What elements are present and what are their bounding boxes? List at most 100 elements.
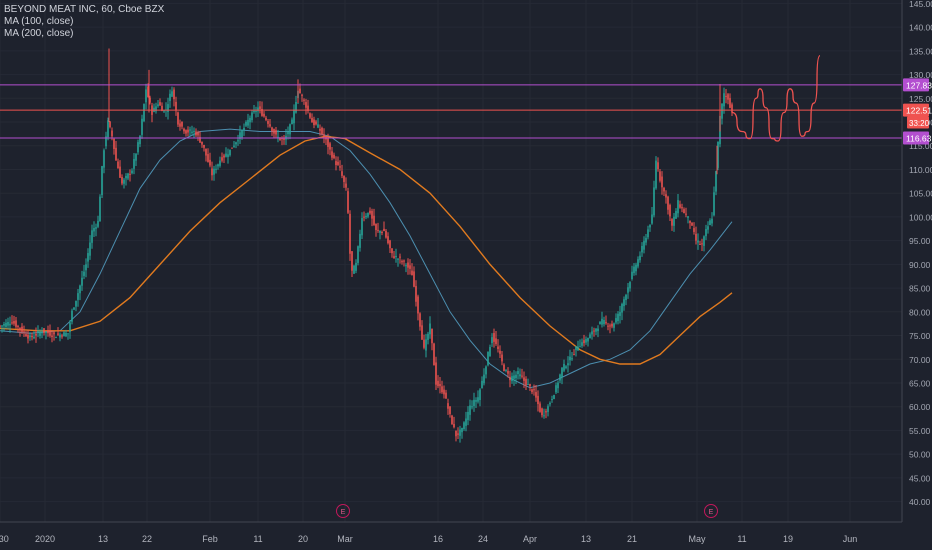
- candle-body: [593, 330, 595, 332]
- candle-body: [527, 384, 529, 386]
- y-tick-label: 115.00: [909, 141, 932, 151]
- candle-body: [241, 130, 243, 138]
- candle-body: [713, 192, 715, 216]
- y-tick-label: 140.00: [909, 23, 932, 33]
- level-label-bg: [903, 103, 929, 117]
- y-tick-label: 110.00: [909, 165, 932, 175]
- candle-body: [519, 374, 521, 377]
- candle-body: [147, 86, 149, 97]
- candle-body: [15, 320, 17, 327]
- candle-body: [495, 338, 497, 344]
- candle-body: [617, 313, 619, 322]
- candle-body: [211, 168, 213, 176]
- candle-body: [215, 168, 217, 170]
- candle-body: [681, 207, 683, 209]
- candle-body: [571, 358, 573, 360]
- candle-body: [203, 144, 205, 148]
- candle-body: [715, 171, 717, 192]
- candle-body: [375, 223, 377, 231]
- candle-body: [27, 334, 29, 339]
- candle-body: [5, 322, 7, 327]
- candle-body: [601, 318, 603, 325]
- y-tick-label: 95.00: [909, 236, 931, 246]
- candle-body: [91, 230, 93, 243]
- candle-body: [573, 354, 575, 356]
- candle-body: [9, 323, 11, 326]
- candle-body: [295, 101, 297, 113]
- candle-body: [389, 240, 391, 249]
- candle-body: [587, 337, 589, 342]
- candle-body: [37, 330, 39, 333]
- candle-body: [77, 293, 79, 300]
- candle-body: [71, 310, 73, 322]
- candle-body: [199, 137, 201, 143]
- candle-body: [591, 331, 593, 335]
- earnings-marker[interactable]: [704, 504, 718, 518]
- candle-body: [171, 91, 173, 97]
- candle-body: [431, 328, 433, 344]
- candle-body: [463, 422, 465, 429]
- chart-title: BEYOND MEAT INC, 60, Cboe BZX: [4, 4, 165, 15]
- candle-body: [45, 331, 47, 333]
- candle-body: [603, 319, 605, 325]
- candle-body: [615, 318, 617, 323]
- candle-body: [553, 395, 555, 399]
- candle-body: [175, 101, 177, 111]
- candle-body: [247, 119, 249, 126]
- candle-body: [99, 196, 101, 222]
- ma100-legend[interactable]: MA (100, close): [4, 16, 74, 27]
- candle-body: [93, 227, 95, 232]
- candle-body: [725, 95, 727, 97]
- candle-body: [577, 346, 579, 351]
- level-label: 122.51: [906, 106, 932, 116]
- candle-body: [193, 130, 195, 132]
- projection-path: [731, 54, 821, 142]
- candle-body: [173, 89, 175, 100]
- countdown-label-bg: [907, 116, 929, 129]
- candle-body: [607, 325, 609, 327]
- chart-grid: [0, 0, 902, 522]
- time-axis[interactable]: 9:30 2020 13 22 Feb 11 20 Mar 16 24 Apr 13 21 May 11 19…: [0, 521, 902, 544]
- candle-body: [159, 102, 161, 106]
- candle-body: [337, 161, 339, 165]
- candle-body: [195, 131, 197, 136]
- candle-body: [729, 98, 731, 108]
- candle-body: [97, 220, 99, 227]
- candle-body: [11, 322, 13, 324]
- ma200-line: [0, 135, 733, 365]
- candle-body: [383, 228, 385, 232]
- candle-body: [361, 218, 363, 236]
- candle-body: [249, 117, 251, 123]
- candle-body: [673, 216, 675, 226]
- candle-body: [469, 405, 471, 415]
- level-label-bg: [903, 78, 929, 92]
- candle-body: [645, 237, 647, 243]
- candle-body: [435, 362, 437, 385]
- candle-body: [87, 253, 89, 262]
- candle-body: [461, 427, 463, 433]
- x-tick-label: Mar: [337, 534, 353, 544]
- candle-body: [629, 282, 631, 289]
- ma200-legend[interactable]: MA (200, close): [4, 28, 74, 39]
- candle-body: [65, 332, 67, 337]
- x-tick-label: 21: [627, 534, 637, 544]
- candle-body: [7, 321, 9, 326]
- candle-body: [359, 233, 361, 248]
- candle-body: [305, 102, 307, 108]
- price-axis[interactable]: 145.00140.00135.00130.00125.00120.00115.…: [901, 0, 932, 522]
- candle-body: [279, 137, 281, 140]
- earnings-marker[interactable]: [336, 504, 350, 518]
- candle-body: [445, 392, 447, 399]
- candle-body: [69, 322, 71, 332]
- candle-body: [351, 251, 353, 271]
- level-label: 116.63: [906, 134, 932, 144]
- candle-body: [237, 140, 239, 142]
- candle-body: [599, 321, 601, 325]
- candle-body: [429, 323, 431, 335]
- countdown-label: 33:20: [909, 119, 930, 128]
- candle-body: [235, 142, 237, 145]
- candle-body: [697, 240, 699, 243]
- candle-body: [323, 134, 325, 138]
- candle-body: [569, 356, 571, 361]
